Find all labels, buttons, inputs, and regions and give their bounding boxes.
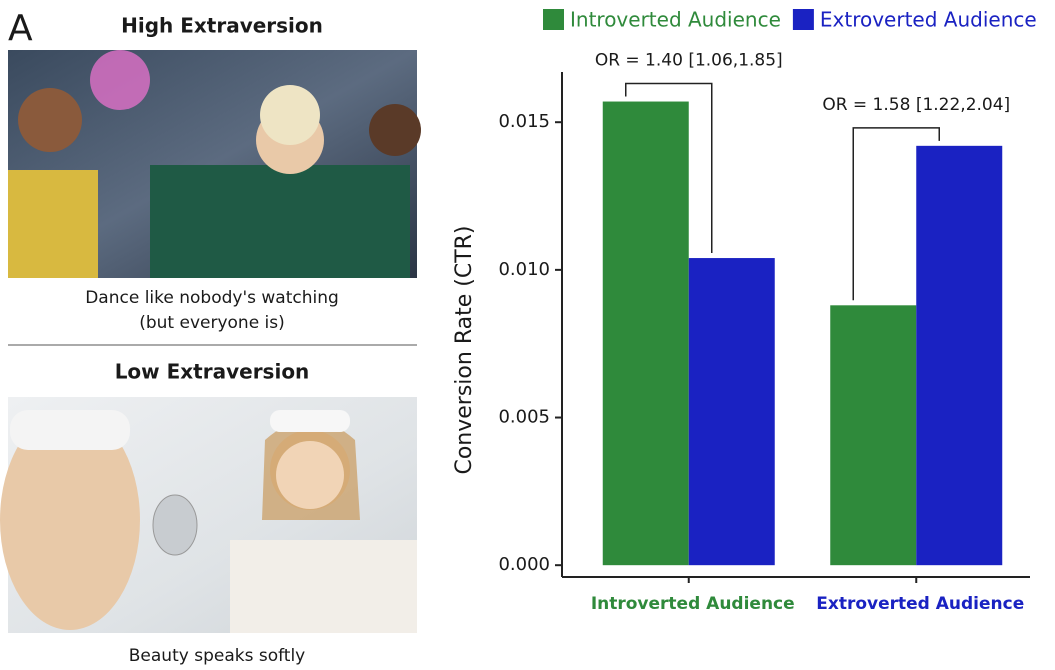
bar [603,102,689,566]
photo [8,50,421,278]
ad-caption: (but everyone is) [139,313,285,333]
legend-swatch [793,9,814,30]
x-tick-label: Extroverted Audience [816,594,1024,614]
ad-title: Low Extraversion [115,360,310,384]
y-tick-label: 0.010 [498,259,550,280]
ad-caption: Dance like nobody's watching [85,288,339,308]
bar [830,305,916,565]
ad-caption: Beauty speaks softly [129,646,305,666]
page: {"panel_label": "A", "ads": [ {"title": … [0,0,1055,666]
figure: A High Extraversion Dance like nobody's … [0,0,1055,666]
bar [689,258,775,565]
y-tick-label: 0.005 [498,407,550,428]
panel-label: A [8,8,33,49]
y-tick-label: 0.000 [498,554,550,575]
annotation: OR = 1.40 [1.06,1.85] [595,51,783,71]
legend-label: Extroverted Audience [820,8,1037,32]
photo [0,397,417,633]
bar [916,146,1002,565]
legend-label: Introverted Audience [570,8,781,32]
y-tick-label: 0.015 [498,111,550,132]
legend-swatch [543,9,564,30]
annotation: OR = 1.58 [1.22,2.04] [822,95,1010,115]
y-axis-label: Conversion Rate (CTR) [452,225,477,474]
ad-title: High Extraversion [121,14,323,38]
x-tick-label: Introverted Audience [591,594,795,614]
